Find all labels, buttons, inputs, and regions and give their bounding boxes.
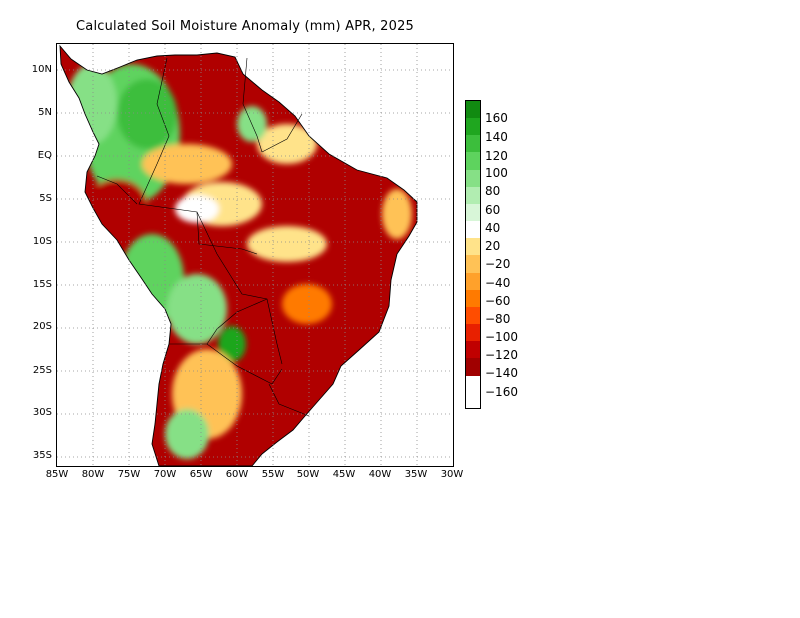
colorbar-label: −140 (485, 366, 518, 380)
colorbar-swatch (466, 186, 480, 204)
colorbar-label: −100 (485, 330, 518, 344)
coastline (59, 44, 418, 466)
colorbar-swatch (466, 324, 480, 342)
colorbar-label: −40 (485, 276, 511, 290)
extreme-dry-south (317, 394, 397, 454)
lon-tick-label: 80W (81, 469, 105, 480)
colorbar-swatch (466, 203, 480, 222)
lon-tick-label: 35W (404, 469, 428, 480)
wet-coast (67, 64, 117, 144)
colorbar-label: −120 (485, 348, 518, 362)
colorbar-swatch (466, 289, 480, 307)
colorbar-label: −20 (485, 257, 511, 271)
lon-tick-label: 60W (225, 469, 249, 480)
colorbar-swatch (466, 306, 480, 325)
lon-tick-label: 50W (296, 469, 320, 480)
wet-argentina-south (165, 409, 209, 459)
lat-tick-label: 20S (32, 321, 52, 332)
colorbar-swatch (466, 272, 480, 290)
colorbar-swatch (466, 101, 480, 119)
colorbar-swatch (466, 238, 480, 256)
lon-tick-label: 45W (332, 469, 356, 480)
colorbar-swatch (466, 358, 480, 376)
colorbar-label: 40 (485, 221, 501, 235)
lat-tick-label: 10S (32, 236, 52, 247)
colorbar-swatch (466, 169, 480, 187)
map-title: Calculated Soil Moisture Anomaly (mm) AP… (76, 19, 415, 34)
map-canvas (57, 44, 453, 466)
colorbar-label: −60 (485, 294, 511, 308)
colorbar-swatch (466, 152, 480, 170)
colorbar-label: −160 (485, 385, 518, 399)
country-borders (96, 57, 310, 417)
moderate-dry-amazon (142, 144, 232, 184)
lon-tick-label: 30W (440, 469, 464, 480)
neutral-amazon (175, 195, 219, 223)
light-dry-guiana (257, 124, 317, 164)
lat-tick-label: 35S (32, 450, 52, 461)
colorbar-legend (465, 100, 481, 409)
colorbar-label: 140 (485, 130, 508, 144)
colorbar-label: 60 (485, 203, 501, 217)
lat-tick-label: 10N (31, 64, 52, 75)
lon-tick-label: 85W (45, 469, 69, 480)
lon-tick-label: 70W (153, 469, 177, 480)
colorbar-label: −80 (485, 312, 511, 326)
colorbar-label: 80 (485, 184, 501, 198)
lon-tick-label: 40W (368, 469, 392, 480)
lat-tick-label: 25S (32, 365, 52, 376)
colorbar-label: 120 (485, 149, 508, 163)
colorbar-swatch (466, 221, 480, 239)
lat-tick-label: 5S (39, 193, 52, 204)
moderate-dry-northeast (382, 189, 412, 239)
colorbar-swatch (466, 135, 480, 153)
lat-tick-label: EQ (37, 150, 52, 161)
lat-tick-label: 15S (32, 279, 52, 290)
dry-peru-north (87, 179, 147, 229)
lat-tick-label: 5N (38, 107, 52, 118)
wet-paraguay (218, 326, 246, 362)
colorbar-swatch (466, 255, 480, 273)
colorbar-swatch (466, 341, 480, 359)
wet-colombia-core (117, 79, 177, 149)
dry-brazil-central (282, 284, 332, 324)
lon-tick-label: 65W (189, 469, 213, 480)
wet-bolivia (167, 274, 227, 344)
colorbar-swatch (466, 118, 480, 136)
colorbar-label: 160 (485, 111, 508, 125)
soil-moisture-map (56, 43, 454, 467)
lon-tick-label: 75W (117, 469, 141, 480)
lon-tick-label: 55W (261, 469, 285, 480)
moisture-field (60, 46, 417, 466)
light-dry-central (247, 226, 327, 262)
lat-tick-label: 30S (32, 407, 52, 418)
colorbar-label: 20 (485, 239, 501, 253)
colorbar-label: 100 (485, 166, 508, 180)
